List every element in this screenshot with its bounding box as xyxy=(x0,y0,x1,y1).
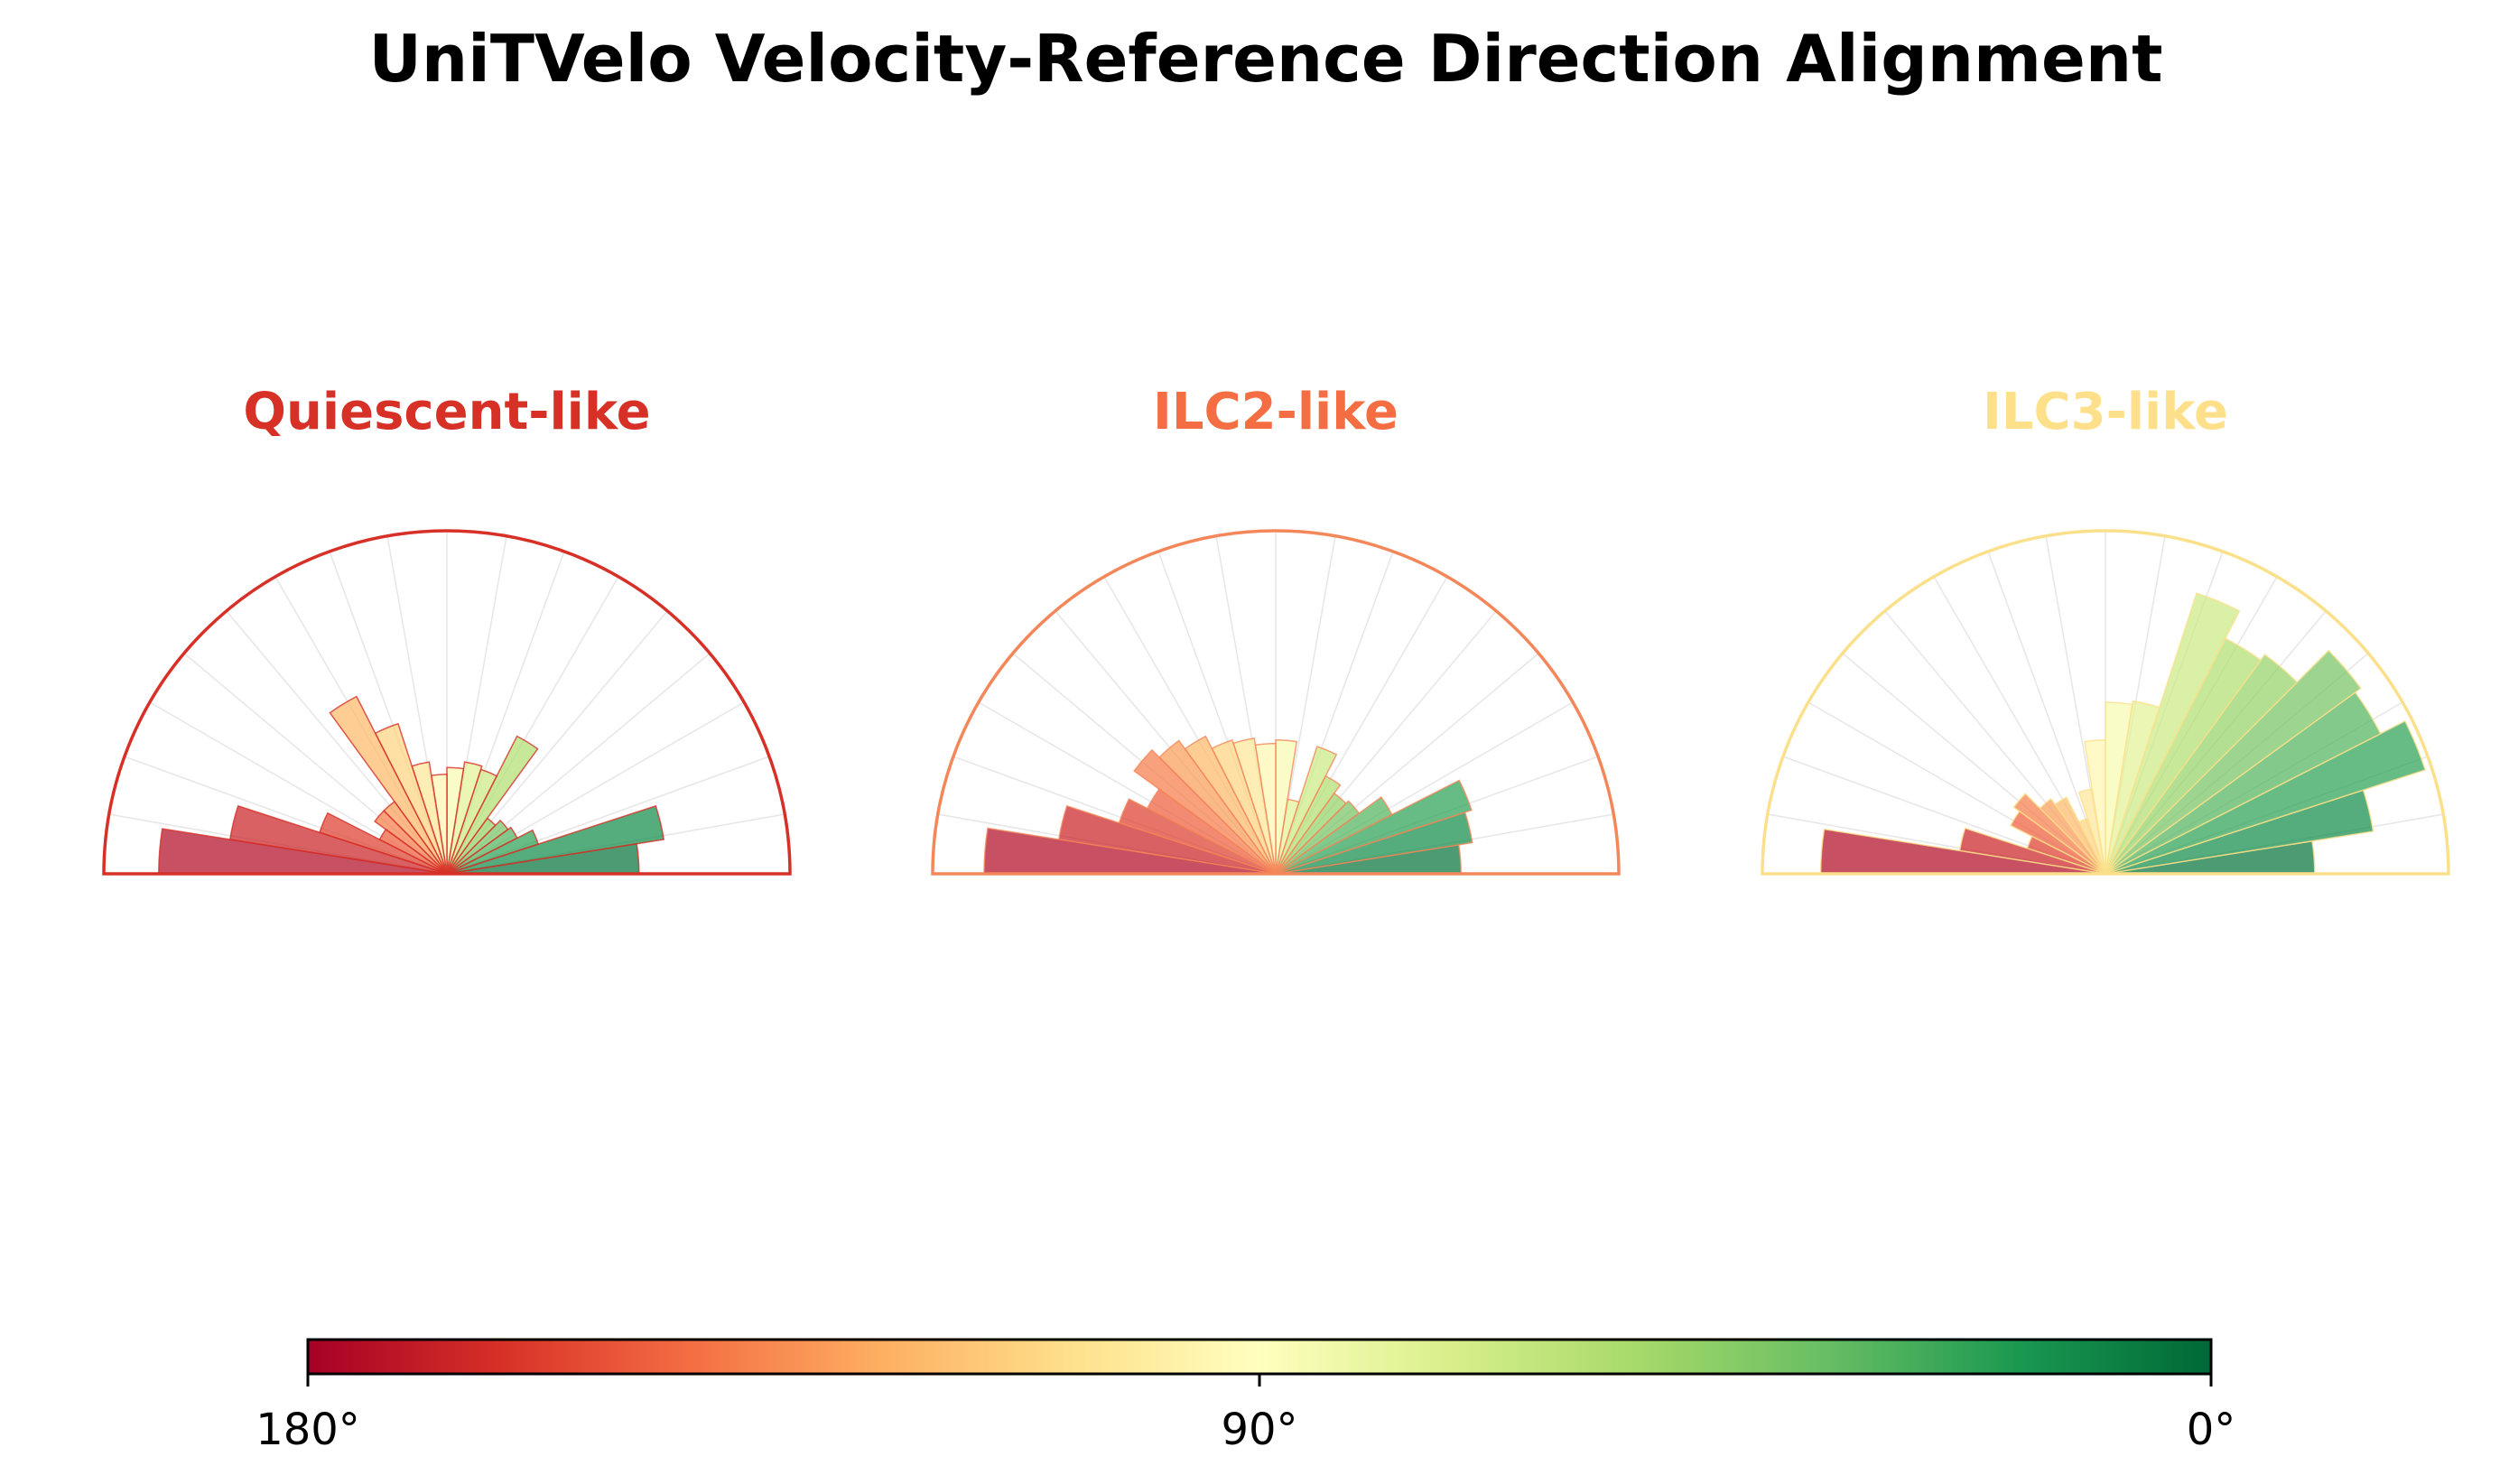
rose-bar xyxy=(446,735,539,875)
rose-bar xyxy=(1275,800,1361,875)
rose-bar xyxy=(2105,719,2427,875)
polar-panel-ilc3: ILC3-like xyxy=(1761,383,2450,876)
colorbar-tick-label-0: 0° xyxy=(2187,1405,2236,1455)
rose-bar xyxy=(2105,592,2241,875)
rose-bar xyxy=(2105,701,2133,875)
rose-bar xyxy=(1275,739,1298,875)
rose-bar xyxy=(1275,746,1338,875)
rose-bar xyxy=(329,695,448,875)
rose-bar xyxy=(374,810,448,875)
polar-frame xyxy=(1761,529,2450,876)
rose-bar xyxy=(2010,810,2106,875)
polar-frame xyxy=(102,529,792,876)
rose-bar xyxy=(446,761,483,875)
rose-bar xyxy=(2105,649,2362,875)
rose-bar xyxy=(446,819,509,875)
rose-bar xyxy=(446,766,465,875)
rose-bar xyxy=(2105,700,2161,875)
rose-bar xyxy=(1133,748,1277,875)
polar-panel-ilc2: ILC2-like xyxy=(931,383,1621,876)
colorbar-tick-label-180: 180° xyxy=(256,1405,360,1455)
rose-bar xyxy=(2012,793,2106,875)
colorbar: 180° 90° 0° xyxy=(256,1338,2236,1455)
panel-title: ILC2-like xyxy=(1153,383,1399,441)
polar-frame xyxy=(931,529,1621,876)
panel-title: Quiescent-like xyxy=(243,383,650,441)
polar-panel-quiescent: Quiescent-like xyxy=(102,383,792,876)
rose-bar xyxy=(2105,654,2299,875)
panel-title: ILC3-like xyxy=(1983,383,2228,441)
chart-title: UniTVelo Velocity-Reference Direction Al… xyxy=(368,21,2162,97)
rose-bar xyxy=(446,826,518,875)
rose-bar xyxy=(1275,796,1393,875)
rose-bar xyxy=(1275,779,1473,875)
colorbar-tick-label-90: 90° xyxy=(1221,1405,1297,1455)
colorbar-gradient xyxy=(306,1338,2213,1376)
